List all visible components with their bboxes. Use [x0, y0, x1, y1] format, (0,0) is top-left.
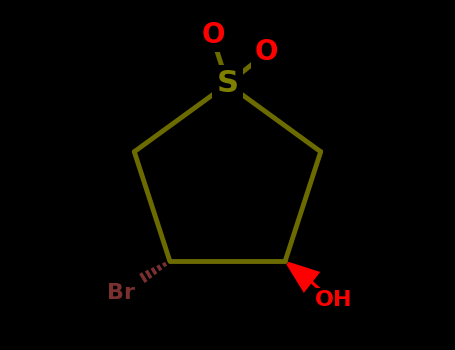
Polygon shape: [287, 262, 320, 293]
Text: Br: Br: [107, 283, 135, 303]
Text: S: S: [217, 70, 238, 98]
Text: OH: OH: [315, 290, 353, 310]
Text: O: O: [202, 21, 225, 49]
Text: O: O: [254, 38, 278, 66]
